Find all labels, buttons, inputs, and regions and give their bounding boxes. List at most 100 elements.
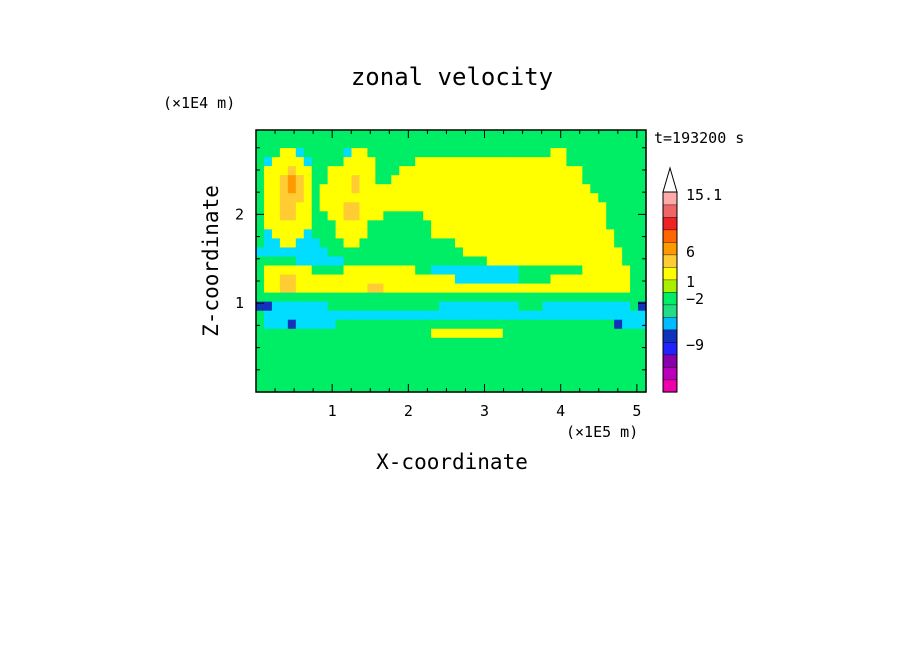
field-cell: [454, 283, 464, 294]
field-cell: [550, 139, 560, 149]
field-cell: [502, 292, 512, 303]
field-cell: [407, 274, 416, 285]
field-cell: [351, 301, 361, 312]
field-cell: [542, 355, 552, 366]
field-cell: [542, 193, 552, 203]
field-cell: [518, 211, 528, 221]
field-cell: [502, 265, 512, 276]
field-cell: [606, 355, 615, 366]
field-cell: [566, 202, 575, 212]
field-cell: [399, 175, 408, 185]
field-cell: [622, 346, 631, 357]
field-cell: [502, 283, 512, 294]
field-cell: [558, 202, 568, 212]
field-cell: [399, 328, 408, 339]
field-cell: [303, 247, 313, 258]
field-cell: [383, 382, 392, 393]
field-cell: [351, 346, 361, 357]
field-cell: [287, 157, 297, 167]
field-cell: [343, 157, 353, 167]
axis-ticks: [256, 130, 646, 392]
field-cell: [614, 220, 623, 230]
field-cell: [510, 373, 520, 384]
field-cell: [319, 346, 329, 357]
field-cell: [359, 256, 369, 267]
field-cell: [486, 364, 496, 375]
field-cell: [287, 247, 297, 258]
field-cell: [415, 373, 424, 384]
field-cell: [303, 211, 313, 221]
field-cell: [295, 310, 305, 321]
field-cell: [590, 229, 599, 240]
field-cell: [303, 310, 313, 321]
field-cell: [518, 166, 528, 176]
field-cell: [614, 175, 623, 185]
field-cell: [256, 373, 265, 384]
field-cell: [582, 247, 591, 258]
field-cell: [263, 337, 273, 348]
field-cell: [510, 355, 520, 366]
field-cell: [383, 157, 392, 167]
field-cell: [574, 346, 583, 357]
field-cell: [590, 346, 599, 357]
field-cell: [478, 274, 488, 285]
field-cell: [502, 346, 512, 357]
field-cell: [494, 238, 504, 249]
field-cell: [510, 256, 520, 267]
field-cell: [518, 247, 528, 258]
field-cell: [271, 382, 281, 393]
field-cell: [295, 364, 305, 375]
field-cell: [470, 265, 480, 276]
field-cell: [566, 184, 575, 194]
field-cell: [359, 373, 369, 384]
field-cell: [256, 175, 265, 185]
field-cell: [263, 364, 273, 375]
field-cell: [534, 382, 544, 393]
field-cell: [287, 265, 297, 276]
field-cell: [622, 139, 631, 149]
field-cell: [494, 274, 504, 285]
field-cell: [638, 301, 647, 312]
field-cell: [622, 238, 631, 249]
field-cell: [510, 328, 520, 339]
field-cell: [574, 382, 583, 393]
field-cell: [319, 247, 329, 258]
field-cell: [391, 184, 400, 194]
field-cell: [510, 292, 520, 303]
field-cell: [367, 175, 376, 185]
field-cell: [558, 193, 568, 203]
field-cell: [630, 130, 639, 140]
field-cell: [582, 184, 591, 194]
field-cell: [375, 202, 384, 212]
field-cell: [462, 229, 472, 240]
field-cell: [510, 220, 520, 230]
field-cell: [494, 256, 504, 267]
field-cell: [375, 292, 384, 303]
field-cell: [319, 238, 329, 249]
field-cell: [534, 364, 544, 375]
field-cell: [415, 337, 424, 348]
field-cell: [566, 229, 575, 240]
field-cell: [359, 364, 369, 375]
field-cell: [622, 310, 631, 321]
field-cell: [622, 166, 631, 176]
field-cell: [606, 265, 615, 276]
field-cell: [391, 310, 400, 321]
field-cell: [518, 328, 528, 339]
field-cell: [399, 166, 408, 176]
field-cell: [287, 220, 297, 230]
field-cell: [494, 319, 504, 330]
field-cell: [447, 211, 456, 221]
field-cell: [574, 247, 583, 258]
field-cell: [470, 220, 480, 230]
field-cell: [415, 292, 424, 303]
field-cell: [279, 310, 289, 321]
field-cell: [550, 301, 560, 312]
field-cell: [486, 193, 496, 203]
field-cell: [383, 148, 392, 158]
field-cell: [518, 202, 528, 212]
field-cell: [526, 337, 536, 348]
field-cell: [550, 382, 560, 393]
field-cell: [295, 238, 305, 249]
field-cell: [574, 220, 583, 230]
